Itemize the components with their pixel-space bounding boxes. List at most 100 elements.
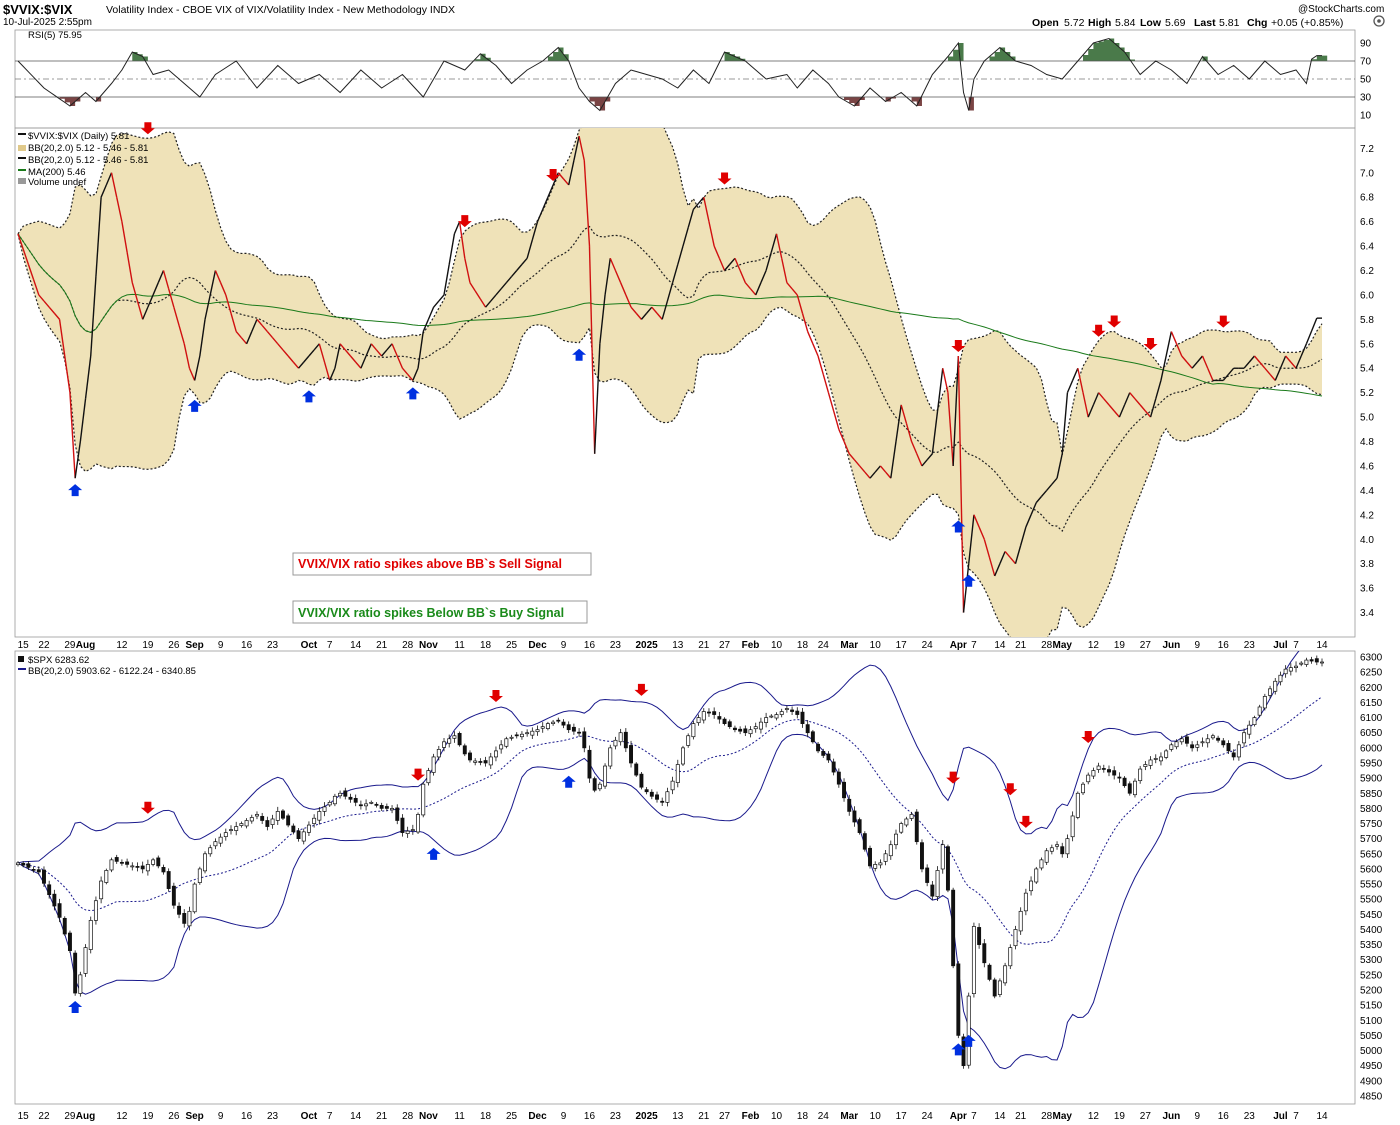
ratio-y-tick: 3.4 xyxy=(1360,608,1374,619)
ratio-segment xyxy=(708,221,715,247)
ratio-segment xyxy=(84,355,92,399)
ratio-segment xyxy=(1207,367,1214,381)
candle-body xyxy=(62,917,67,935)
ratio-segment xyxy=(1295,355,1302,369)
candle-body xyxy=(857,819,862,833)
ratio-segment xyxy=(427,306,435,320)
candle-body xyxy=(390,808,395,811)
candle-body xyxy=(769,715,774,718)
spx-y-tick: 6050 xyxy=(1360,728,1383,739)
candle-body xyxy=(535,729,540,733)
sell-signal-arrow xyxy=(1091,324,1106,337)
x-axis-label: 7 xyxy=(971,1111,977,1122)
ratio-segment xyxy=(926,453,933,461)
spx-y-tick: 5550 xyxy=(1360,880,1383,891)
candle-body xyxy=(670,780,675,791)
candle-body xyxy=(452,735,457,739)
sell-signal-arrow xyxy=(1216,315,1231,328)
ratio-segment xyxy=(786,282,793,290)
candle-body xyxy=(1107,769,1111,773)
spx-y-tick: 5850 xyxy=(1360,789,1383,800)
x-axis-label: 7 xyxy=(1293,1111,1299,1122)
ratio-y-tick: 5.4 xyxy=(1360,364,1374,375)
sell-signal-arrow xyxy=(140,122,155,135)
ratio-segment xyxy=(453,221,461,235)
spx-sell-signal-arrow xyxy=(411,768,426,781)
x-axis-label: 16 xyxy=(584,640,596,651)
candle-body xyxy=(145,864,150,872)
ratio-segment xyxy=(448,233,456,265)
x-axis-label: 16 xyxy=(1218,640,1230,651)
x-axis-label: 28 xyxy=(402,640,414,651)
ratio-y-tick: 6.4 xyxy=(1360,242,1374,253)
candle-body xyxy=(280,810,285,819)
candle-body xyxy=(327,801,332,806)
ratio-segment xyxy=(910,441,918,455)
candle-body xyxy=(431,756,436,773)
candle-body xyxy=(644,789,649,793)
candle-body xyxy=(1195,744,1200,748)
ratio-segment xyxy=(542,196,549,210)
x-axis-label: 22 xyxy=(38,640,50,651)
spx-panel: 4850 4900 4950 5000 5050 5100 5150 5200 5250 5300… xyxy=(16,651,1383,1102)
ratio-segment xyxy=(557,172,565,180)
x-axis-label: 19 xyxy=(1114,1111,1126,1122)
x-axis-label: 25 xyxy=(506,640,518,651)
quote-high-label: High xyxy=(1088,17,1111,29)
candle-body xyxy=(291,825,296,833)
ratio-segment xyxy=(287,355,294,363)
candle-body xyxy=(244,820,249,827)
ratio-legend-volume: Volume undef xyxy=(28,177,86,188)
spx-buy-signal-arrow xyxy=(561,775,576,788)
candle-body xyxy=(831,761,836,773)
candle-body xyxy=(239,823,244,826)
candle-body xyxy=(343,790,348,797)
candle-body xyxy=(182,913,187,924)
ratio-segment xyxy=(1305,330,1313,345)
x-axis-label: 15 xyxy=(18,640,30,651)
x-axis-label: Dec xyxy=(528,1111,547,1122)
candle-body xyxy=(301,831,306,842)
candle-body xyxy=(421,783,426,816)
candle-body xyxy=(1273,680,1278,692)
x-axis-label: 9 xyxy=(218,640,224,651)
spx-buy-signal-arrow xyxy=(426,847,441,860)
candle-body xyxy=(192,883,197,913)
x-axis-label: 17 xyxy=(896,1111,908,1122)
candle-body xyxy=(1039,859,1044,869)
ratio-segment xyxy=(272,337,279,345)
candle-body xyxy=(229,829,233,831)
candle-body xyxy=(114,857,119,862)
rsi-legend-label: RSI(5) 75.95 xyxy=(28,30,82,41)
spx-sell-signal-arrow xyxy=(1018,815,1033,828)
settings-icon[interactable] xyxy=(1373,15,1385,27)
chart-date: 10-Jul-2025 2:55pm xyxy=(3,17,92,28)
candle-body xyxy=(468,752,472,761)
ratio-segment xyxy=(853,459,861,467)
ratio-segment xyxy=(1264,367,1271,375)
ratio-segment xyxy=(744,282,752,290)
candle-body xyxy=(374,803,379,806)
candle-body xyxy=(353,797,358,803)
candle-body xyxy=(1081,783,1085,794)
candle-body xyxy=(306,824,311,833)
candle-body xyxy=(1169,744,1174,750)
ratio-segment xyxy=(282,349,289,357)
ratio-segment xyxy=(999,551,1006,564)
ratio-segment xyxy=(568,160,575,186)
x-axis-label: May xyxy=(1053,1111,1073,1122)
ratio-segment xyxy=(1092,392,1100,406)
candle-body xyxy=(16,862,20,866)
ratio-segment xyxy=(1046,483,1053,491)
candle-body xyxy=(738,728,743,732)
ratio-y-tick: 4.4 xyxy=(1360,486,1374,497)
ratio-segment xyxy=(936,368,944,412)
ratio-segment xyxy=(48,306,55,314)
candle-body xyxy=(73,952,78,994)
candle-body xyxy=(88,920,93,950)
candle-body xyxy=(634,763,639,776)
candle-body xyxy=(888,844,893,857)
candle-body xyxy=(1268,688,1273,696)
ratio-segment xyxy=(827,392,835,412)
sell-signal-arrow xyxy=(717,172,732,185)
